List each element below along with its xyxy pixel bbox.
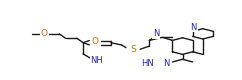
Text: O: O (91, 37, 98, 46)
Text: N: N (163, 59, 170, 68)
Text: N: N (153, 29, 159, 38)
Text: HN: HN (141, 59, 154, 68)
Text: S: S (130, 45, 136, 54)
Text: NH: NH (91, 56, 103, 65)
Text: N: N (191, 23, 197, 32)
Text: O: O (40, 29, 47, 38)
